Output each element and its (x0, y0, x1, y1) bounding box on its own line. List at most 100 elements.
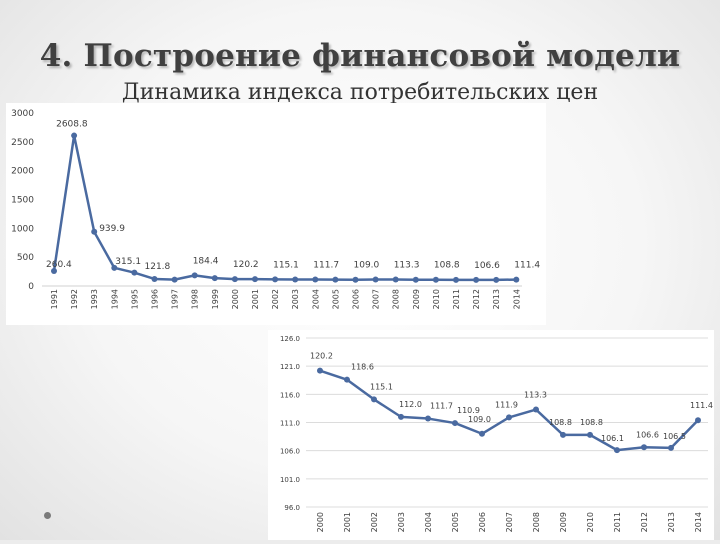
data-point (312, 276, 319, 283)
x-tick-label: 2005 (451, 512, 460, 532)
data-label: 118.6 (351, 363, 374, 372)
x-tick-label: 2000 (231, 289, 240, 309)
data-point (151, 275, 158, 282)
x-tick-label: 2008 (392, 289, 401, 309)
data-point (614, 447, 620, 454)
data-point (668, 444, 674, 451)
x-tick-label: 2009 (559, 512, 568, 532)
data-label: 111.7 (430, 402, 453, 411)
x-tick-label: 2012 (640, 512, 649, 532)
x-tick-label: 2000 (316, 512, 325, 532)
chart-panel-1991-2014: 0 500 1000 1500 2000 2500 3000 1991 1992 1993 1994… (6, 103, 546, 325)
slide-subtitle: Динамика индекса потребительских цен (121, 80, 599, 105)
x-tick-label: 1999 (211, 289, 220, 309)
data-label: 939.9 (99, 224, 125, 234)
data-label: 108.8 (580, 418, 603, 427)
data-point (398, 413, 404, 420)
x-tick-label: 2007 (372, 289, 381, 309)
x-tick-label: 2010 (586, 512, 595, 532)
data-label: 111.9 (495, 400, 518, 409)
y-tick-label: 1500 (11, 196, 34, 206)
y-tick-label: 106.0 (280, 448, 300, 456)
y-tick-label: 96.0 (284, 504, 300, 512)
series-line (52, 134, 517, 282)
data-point (344, 376, 350, 383)
data-label: 111.7 (313, 261, 339, 271)
data-point (560, 431, 566, 438)
data-point (317, 367, 323, 374)
data-label: 121.8 (145, 262, 171, 272)
data-label: 113.3 (394, 260, 420, 270)
data-point (695, 417, 701, 424)
y-tick-label: 101.0 (280, 476, 300, 484)
x-tick-label: 2003 (397, 512, 406, 532)
data-label: 115.1 (273, 260, 299, 270)
data-label: 111.4 (514, 261, 540, 271)
y-tick-label: 121.0 (280, 363, 300, 371)
data-point (452, 420, 458, 427)
x-tick-label: 2014 (694, 512, 703, 532)
data-point (513, 276, 520, 283)
data-point (71, 132, 78, 139)
y-tick-label: 3000 (11, 109, 34, 119)
cpi-chart-2000-2014: 96.0 101.0 106.0 111.0 116.0 121.0 126.0 2000 20… (280, 335, 713, 532)
data-point (371, 396, 377, 403)
data-point (252, 276, 258, 283)
data-point (432, 276, 439, 283)
data-point (425, 415, 431, 422)
x-tick-label: 1998 (191, 289, 200, 309)
x-tick-label: 2009 (412, 289, 421, 309)
data-point (51, 267, 57, 274)
data-label: 120.2 (233, 260, 259, 270)
y-tick-label: 1000 (11, 224, 34, 234)
data-label: 120.2 (310, 352, 333, 361)
data-point (473, 276, 480, 283)
data-point (392, 276, 399, 283)
data-label: 112.0 (399, 400, 422, 409)
y-tick-label: 0 (28, 282, 34, 292)
data-point (412, 276, 419, 283)
data-point (272, 276, 279, 283)
data-point (91, 228, 98, 235)
x-tick-label: 2003 (291, 289, 300, 309)
data-point (506, 414, 512, 421)
y-tick-label: 116.0 (280, 391, 300, 399)
data-label: 110.9 (457, 406, 480, 415)
x-tick-label: 1994 (110, 289, 119, 309)
data-label: 106.1 (601, 434, 624, 443)
x-tick-label: 2005 (331, 289, 340, 309)
x-tick-label: 2013 (667, 512, 676, 532)
x-tick-label: 2011 (452, 289, 461, 309)
y-tick-label: 2500 (11, 138, 34, 148)
x-tick-label: 2002 (370, 512, 379, 532)
x-tick-label: 2011 (613, 512, 622, 532)
x-tick-label: 2006 (478, 512, 487, 532)
data-label: 109.0 (468, 415, 491, 424)
data-point (493, 276, 500, 283)
data-label: 115.1 (370, 382, 393, 391)
data-point (191, 272, 198, 279)
x-tick-label: 2012 (472, 289, 481, 309)
x-tick-label: 2001 (251, 289, 260, 309)
slide-title: 4. Построение финансовой модели (39, 38, 681, 74)
data-label: 111.4 (690, 401, 713, 410)
x-tick-label: 1991 (50, 289, 59, 309)
chart-panel-2000-2014: 96.0 101.0 106.0 111.0 116.0 121.0 126.0 2000 20… (268, 330, 714, 540)
x-tick-label: 2004 (424, 512, 433, 532)
x-tick-label: 2007 (505, 512, 514, 532)
x-tick-label: 2014 (512, 289, 521, 309)
x-tick-label: 1993 (90, 289, 99, 309)
x-tick-label: 1997 (171, 289, 180, 309)
data-point (231, 276, 238, 283)
data-label: 106.6 (636, 430, 659, 439)
data-label: 106.6 (474, 261, 500, 271)
x-tick-label: 2001 (343, 512, 352, 532)
data-point (641, 444, 647, 451)
data-point (352, 276, 359, 283)
x-tick-label: 1992 (70, 289, 79, 309)
data-point (332, 276, 339, 283)
cpi-chart-1991-2014: 0 500 1000 1500 2000 2500 3000 1991 1992 1993 1994… (11, 109, 540, 309)
data-label: 106.5 (663, 432, 686, 441)
data-point (131, 269, 138, 276)
data-point (479, 430, 485, 437)
